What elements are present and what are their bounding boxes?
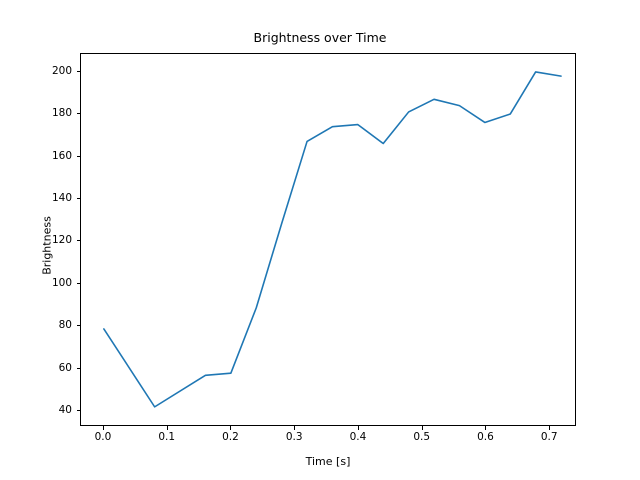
x-tick-mark: [549, 426, 551, 430]
y-tick-mark: [76, 155, 80, 157]
y-tick-mark: [76, 367, 80, 369]
x-tick-label: 0.2: [222, 431, 239, 443]
y-tick-mark: [76, 240, 80, 242]
x-tick-mark: [294, 426, 296, 430]
x-tick-mark: [357, 426, 359, 430]
y-tick-label: 180: [51, 107, 72, 120]
y-tick-label: 80: [58, 319, 72, 332]
y-tick-mark: [76, 282, 80, 284]
y-tick-label: 40: [58, 403, 72, 416]
line-plot: [103, 71, 562, 408]
x-tick-label: 0.4: [349, 431, 367, 443]
x-tick-label: 0.1: [158, 431, 176, 443]
y-tick-mark: [76, 71, 80, 72]
x-tick-label: 0.0: [94, 431, 112, 443]
y-tick-label: 120: [51, 234, 72, 247]
plot-axes: [80, 53, 576, 426]
y-tick-label: 140: [51, 192, 72, 205]
x-tick-mark: [485, 426, 487, 430]
page-title: Brightness over Time: [253, 30, 387, 45]
y-tick-label: 60: [58, 361, 72, 374]
y-tick-mark: [76, 325, 80, 327]
x-tick-label: 0.5: [413, 431, 431, 443]
x-tick-mark: [230, 426, 232, 430]
x-axis-label: Time [s]: [305, 455, 351, 468]
x-tick-label: 0.6: [477, 431, 494, 443]
x-tick-label: 0.7: [540, 431, 558, 443]
y-tick-mark: [76, 198, 80, 200]
x-tick-mark: [166, 426, 168, 430]
y-tick-label: 200: [51, 65, 72, 77]
x-tick-mark: [102, 426, 104, 430]
y-tick-mark: [76, 409, 80, 411]
x-tick-mark: [421, 426, 423, 430]
y-axis-label: Brightness: [40, 216, 54, 275]
y-tick-label: 160: [51, 149, 72, 162]
y-tick-mark: [76, 113, 80, 115]
y-tick-label: 100: [51, 276, 72, 289]
x-tick-label: 0.3: [285, 431, 303, 443]
data-series-line: [103, 71, 562, 408]
